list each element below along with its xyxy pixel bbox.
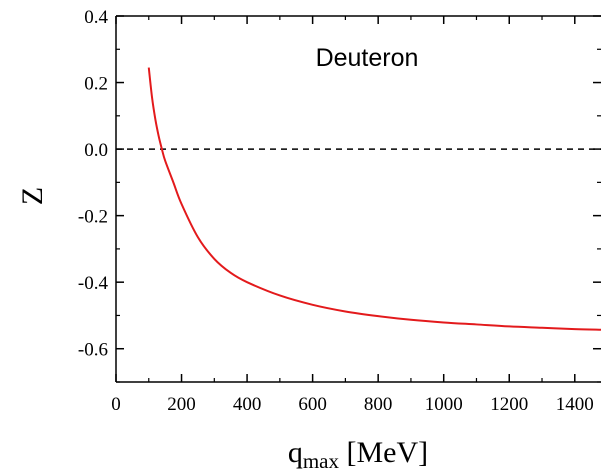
x-tick-label: 200 bbox=[167, 394, 196, 415]
x-tick-label: 1200 bbox=[490, 394, 528, 415]
y-axis-title: Z bbox=[16, 187, 49, 205]
x-tick-label: 0 bbox=[111, 394, 121, 415]
x-axis-title-main: q bbox=[288, 436, 303, 469]
plot-frame bbox=[115, 15, 601, 383]
x-tick-label: 600 bbox=[298, 394, 327, 415]
x-axis-title: qmax [MeV] bbox=[288, 436, 428, 472]
y-tick-label: -0.4 bbox=[78, 273, 109, 294]
annotation-label: Deuteron bbox=[316, 44, 419, 72]
x-tick-label: 400 bbox=[233, 394, 262, 415]
y-tick-label: 0.4 bbox=[84, 7, 108, 28]
series-line bbox=[147, 67, 601, 331]
x-tick-label: 1000 bbox=[425, 394, 463, 415]
y-tick-label: 0.0 bbox=[84, 140, 108, 161]
x-tick-label: 1400 bbox=[556, 394, 594, 415]
y-tick-label: 0.2 bbox=[84, 74, 108, 95]
y-tick-label: -0.6 bbox=[78, 340, 108, 361]
x-axis-title-unit: [MeV] bbox=[339, 436, 428, 469]
x-axis-title-subscript: max bbox=[303, 449, 340, 472]
axis-tick-labels: 0 200 400 600 800 1000 1200 1400 0.4 0.2 0.0 -0.2 -0… bbox=[78, 7, 594, 415]
y-tick-label: -0.2 bbox=[78, 207, 108, 228]
x-tick-label: 800 bbox=[364, 394, 393, 415]
